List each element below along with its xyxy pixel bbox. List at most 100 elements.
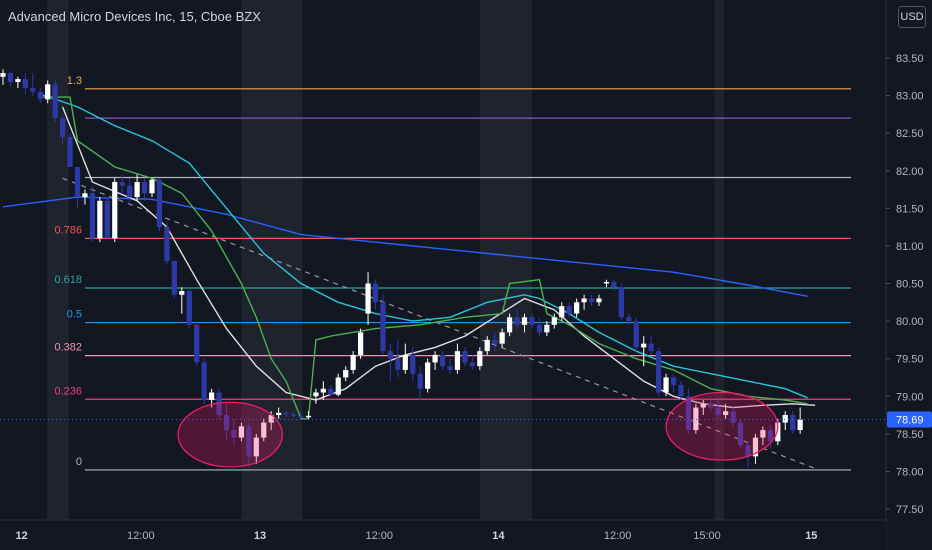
price-tick-label: 78.00 [896,466,924,478]
candle-body [395,358,401,370]
candle-body [507,317,513,333]
candle-body [730,411,736,423]
candle-body [439,354,446,367]
candle-body [52,84,58,119]
candle-body [797,419,803,431]
candle-body [89,193,95,239]
candle-body [752,437,759,457]
candle-body [678,384,684,397]
candle-body [112,182,118,239]
candle-body [231,430,237,438]
candle-body [425,362,431,389]
session-shade [714,0,725,520]
candle-body [790,415,796,431]
candle-body [216,392,222,416]
candle-body [618,287,624,318]
candle-body [328,388,334,395]
candle-body [335,377,341,395]
time-tick-label: 12 [16,530,28,542]
moving-average-line [40,93,808,399]
candle-body [313,392,319,397]
candle-body [559,306,565,318]
candle-body [641,343,647,348]
candle-body [432,354,438,363]
candle-body [603,281,610,284]
candle-body [648,343,654,352]
candle-body [276,412,282,416]
fib-level-label: 0.236 [54,385,82,397]
chart-title: Advanced Micro Devices Inc, 15, Cboe BZX [8,9,261,24]
candle-body [670,377,677,385]
candle-body [410,354,416,374]
candle-body [45,84,51,100]
candle-body [767,430,773,442]
candle-body [7,73,14,83]
time-axis: 12 12:00 13 12:00 14 12:00 15:00 15 [0,519,886,550]
candle-body [186,291,192,325]
candle-body [462,351,468,363]
candle-body [97,200,103,239]
candle-body [663,377,669,393]
candle-body [171,260,177,295]
candle-body [283,412,289,415]
candle-body [611,281,617,288]
candle-body [156,179,163,228]
price-tick-label: 82.00 [896,166,924,178]
candle-body [134,182,140,198]
fib-level-label: 1.3 [67,75,82,87]
time-tick-label: 15:00 [693,530,721,542]
candle-body [194,324,200,363]
fib-level-label: 0.786 [54,224,82,236]
candle-body [596,298,602,303]
candle-body [343,369,349,378]
candle-body [529,317,535,325]
candle-body [588,298,595,303]
candle-body [201,362,207,401]
moving-averages [2,93,816,420]
last-price-label: 78.69 [896,415,924,427]
candle-body [104,200,110,239]
time-tick-label: 12:00 [127,530,155,542]
candle-body [715,407,721,416]
price-tick-label: 80.00 [896,316,924,328]
candle-body [477,351,483,367]
candle-body [358,332,364,355]
candle-body [22,79,28,89]
candle-body [261,422,267,438]
time-tick-label: 14 [492,530,505,542]
candle-body [700,403,706,408]
candle-body [499,332,505,344]
price-tick-label: 81.00 [896,241,924,253]
price-axis: 83.50 83.00 82.50 82.00 81.50 81.00 80.50 80.00… [885,0,932,550]
currency-button[interactable]: USD [898,6,926,28]
candle-body [141,182,148,194]
last-price-badge [887,411,932,428]
candle-body [708,403,714,408]
time-tick-label: 13 [254,530,266,542]
candle-body [365,283,371,314]
candle-body [536,324,542,333]
candle-body [737,422,744,446]
candle-body [127,185,133,198]
candle-body [15,79,21,83]
session-shade [479,0,532,520]
fib-level-label: 0.618 [54,274,82,286]
price-tick-label: 82.50 [896,128,924,140]
session-shade [46,0,69,520]
highlight-ellipses [0,391,886,468]
candle-body [305,415,312,418]
highlight-ellipse [665,391,779,461]
candle-body [685,396,691,431]
candle-body [469,362,475,367]
candle-body [492,339,498,344]
candle-body [521,317,528,325]
candle-body [30,88,36,92]
candle-body [320,388,326,393]
price-tick-label: 81.50 [896,203,924,215]
candle-body [290,414,297,416]
price-tick-label: 83.50 [896,53,924,65]
candle-body [253,437,259,457]
candle-body [760,430,766,438]
